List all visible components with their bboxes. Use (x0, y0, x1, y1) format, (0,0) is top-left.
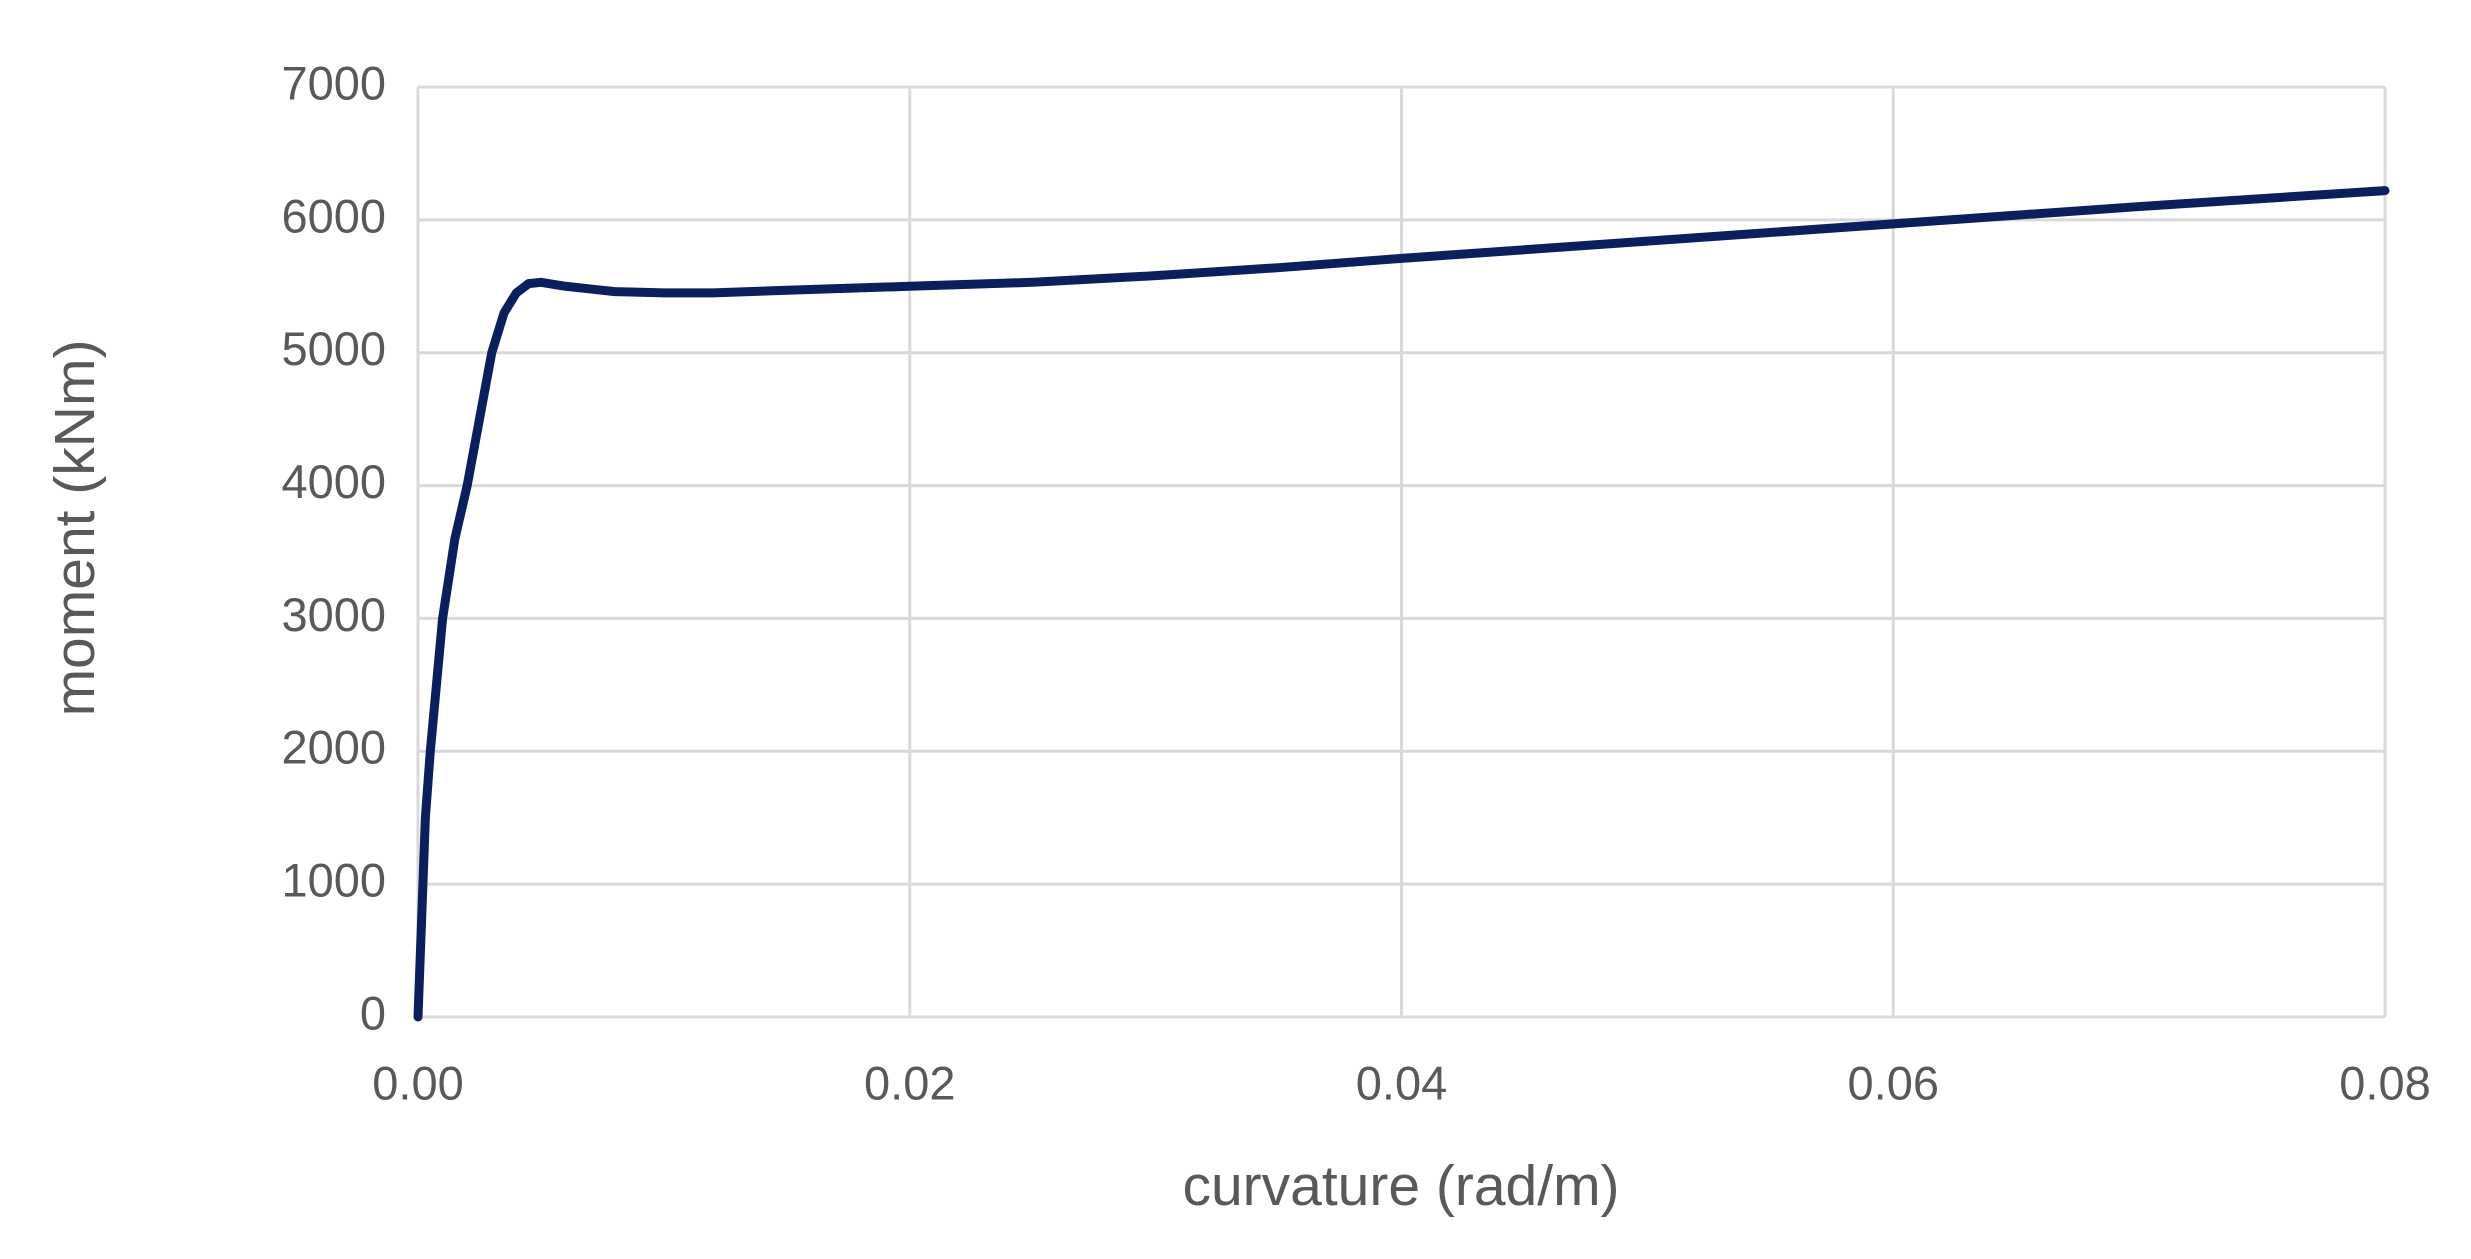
y-tick-label: 7000 (281, 56, 386, 109)
y-axis-title: moment (kNm) (43, 340, 107, 717)
y-tick-label: 5000 (281, 322, 386, 375)
y-tick-label: 4000 (281, 455, 386, 508)
x-tick-label: 0.06 (1848, 1056, 1939, 1109)
y-tick-label: 1000 (281, 854, 386, 907)
x-tick-label: 0.00 (372, 1056, 463, 1109)
x-tick-label: 0.04 (1356, 1056, 1447, 1109)
y-tick-label: 3000 (281, 588, 386, 641)
x-tick-label: 0.08 (2339, 1056, 2430, 1109)
y-tick-label: 2000 (281, 721, 386, 774)
x-tick-label: 0.02 (864, 1056, 955, 1109)
y-tick-label: 0 (360, 986, 386, 1039)
data-line (413, 186, 2390, 1022)
y-tick-label: 6000 (281, 189, 386, 242)
x-axis-title: curvature (rad/m) (1182, 1154, 1619, 1218)
